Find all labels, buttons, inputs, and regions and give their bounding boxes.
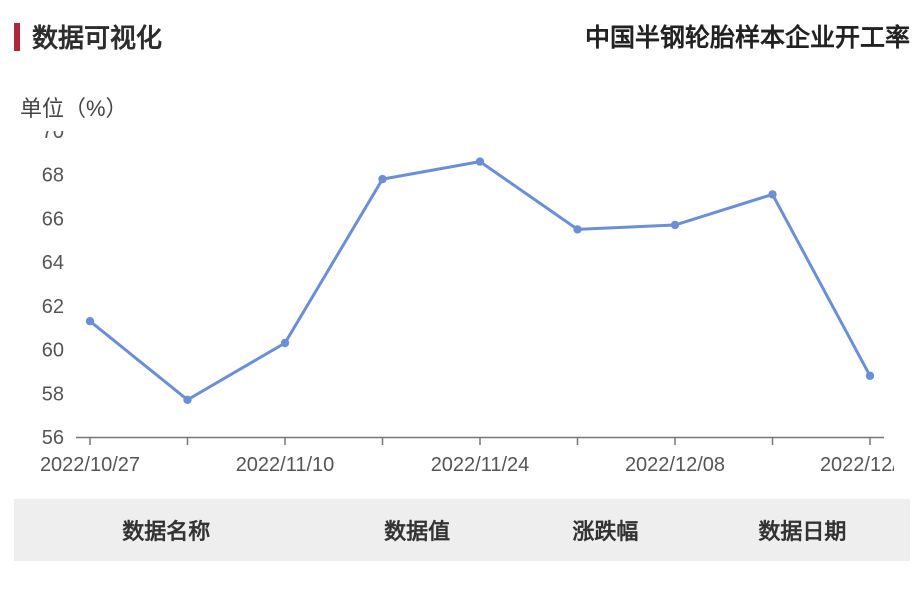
y-tick-label: 66 [42, 208, 64, 230]
col-name: 数据名称 [14, 514, 319, 546]
unit-label: 单位（%） [20, 91, 910, 123]
data-point [671, 221, 679, 229]
section-title: 数据可视化 [14, 18, 162, 55]
y-tick-label: 68 [42, 165, 64, 187]
chart-title: 中国半钢轮胎样本企业开工率 [585, 18, 910, 54]
col-value: 数据值 [319, 514, 516, 546]
series-line [90, 162, 870, 400]
header: 数据可视化 中国半钢轮胎样本企业开工率 [14, 18, 910, 55]
x-tick-label: 2022/12/08 [625, 454, 725, 476]
accent-bar-icon [14, 23, 20, 51]
data-point [183, 396, 191, 404]
y-tick-label: 56 [42, 427, 64, 449]
x-tick-label: 2022/12/22 [820, 454, 894, 476]
y-tick-label: 62 [42, 296, 64, 318]
x-tick-label: 2022/11/24 [431, 454, 530, 476]
line-chart: 56 58 60 62 64 66 68 70 2022/10/27 2022/11/10 2022… [14, 131, 894, 491]
data-point [378, 175, 386, 183]
col-change: 涨跌幅 [516, 514, 695, 546]
y-tick-label: 64 [42, 252, 64, 274]
data-point [768, 190, 776, 198]
col-date: 数据日期 [695, 514, 910, 546]
data-point [86, 317, 94, 325]
section-title-text: 数据可视化 [32, 18, 162, 55]
y-tick-label: 58 [42, 383, 64, 405]
x-tick-label: 2022/10/27 [40, 454, 140, 476]
y-tick-label: 60 [42, 340, 64, 362]
data-point [476, 157, 484, 165]
chart-area: 56 58 60 62 64 66 68 70 2022/10/27 2022/11/10 2022… [14, 131, 894, 491]
table-header-row: 数据名称 数据值 涨跌幅 数据日期 [14, 499, 910, 561]
data-point [573, 225, 581, 233]
x-tick-label: 2022/11/10 [236, 454, 335, 476]
page-root: 数据可视化 中国半钢轮胎样本企业开工率 单位（%） 56 58 60 62 64 66 68… [0, 0, 924, 609]
y-tick-label: 70 [42, 131, 64, 143]
data-point [866, 372, 874, 380]
data-point [281, 339, 289, 347]
